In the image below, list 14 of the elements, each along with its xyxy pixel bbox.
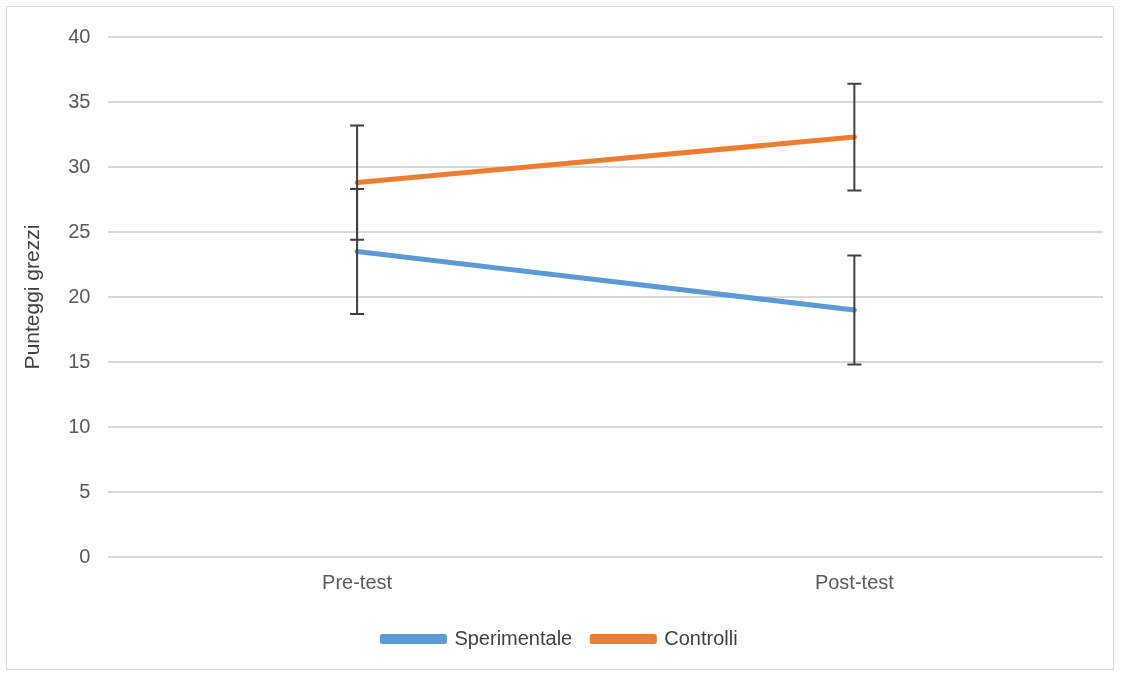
legend-label: Controlli <box>664 626 738 649</box>
y-tick-label: 0 <box>79 544 91 567</box>
y-tick-label: 30 <box>68 154 91 177</box>
y-tick-label: 5 <box>79 479 91 502</box>
x-tick-label: Pre-test <box>322 570 393 593</box>
y-tick-label: 10 <box>68 414 91 437</box>
y-tick-label: 20 <box>68 284 91 307</box>
y-tick-label: 15 <box>68 349 91 372</box>
legend-label: Sperimentale <box>454 626 573 649</box>
y-axis-title: Punteggi grezzi <box>20 224 44 370</box>
x-tick-label: Post-test <box>814 570 895 593</box>
y-tick-label: 35 <box>68 89 91 112</box>
y-tick-label: 40 <box>68 24 91 47</box>
y-tick-label: 25 <box>68 219 91 242</box>
